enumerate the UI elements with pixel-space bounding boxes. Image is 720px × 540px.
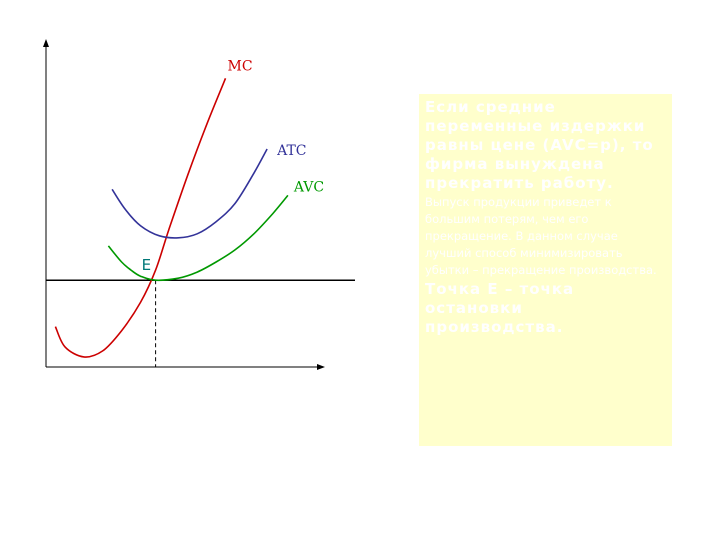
explanation-textbox: Если средние переменные издержки равны ц… xyxy=(419,94,672,446)
label-avc: AVC xyxy=(293,179,324,195)
textbox-para-3: Точка Е – точка остановки производства. xyxy=(425,280,575,336)
curve-avc xyxy=(107,194,289,282)
y-axis xyxy=(43,39,49,367)
label-atc: ATC xyxy=(276,143,306,159)
textbox-para-1: Если средние переменные издержки равны ц… xyxy=(425,98,654,192)
curve-atc xyxy=(111,148,268,239)
point-e-label: E xyxy=(142,256,151,274)
textbox-para-2: Выпуск продукции приведет к большим поте… xyxy=(425,195,657,277)
curve-mc xyxy=(54,78,227,358)
label-mc: MC xyxy=(228,58,253,74)
x-axis xyxy=(46,364,325,370)
